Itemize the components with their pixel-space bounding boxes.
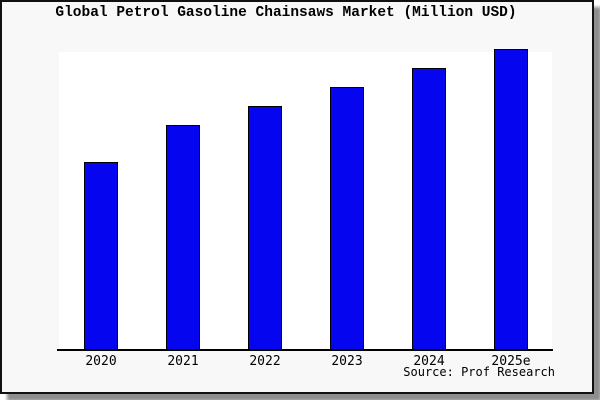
x-tick-label: 2020: [85, 354, 117, 369]
x-tick-label: 2025e: [491, 354, 531, 369]
x-tick-label: 2022: [249, 354, 281, 369]
x-axis-line: [57, 349, 553, 351]
x-tick-label: 2023: [331, 354, 363, 369]
source-label: Source: Prof Research: [403, 365, 555, 379]
chart-title: Global Petrol Gasoline Chainsaws Market …: [55, 5, 517, 21]
x-tick-label: 2021: [167, 354, 199, 369]
bar: [412, 68, 446, 350]
plot-area: [59, 52, 552, 350]
x-tick-label: 2024: [413, 354, 445, 369]
bar: [84, 162, 118, 350]
bar: [330, 87, 364, 350]
bar: [248, 106, 282, 350]
bar: [166, 125, 200, 350]
bar: [494, 49, 528, 350]
